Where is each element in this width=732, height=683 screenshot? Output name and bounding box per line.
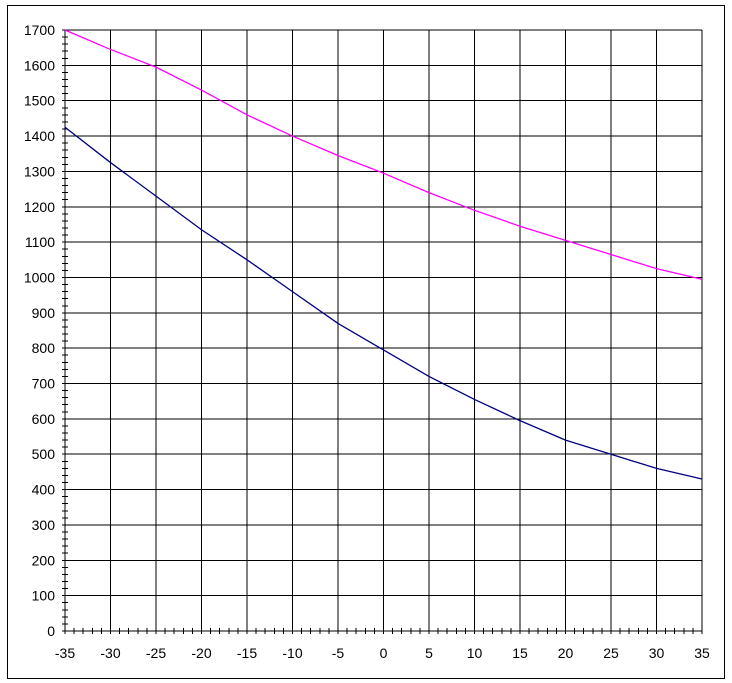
series-layer: [64, 29, 703, 480]
x-tick-label: -35: [55, 645, 75, 661]
x-tick-label: -20: [191, 645, 211, 661]
y-tick-label: 400: [32, 482, 56, 498]
y-tick-label: 700: [32, 376, 56, 392]
y-tick-label: 100: [32, 588, 56, 604]
x-tick-label: -30: [100, 645, 120, 661]
x-tick-label: -10: [282, 645, 302, 661]
y-tick-label: 200: [32, 552, 56, 568]
x-tick-label: 35: [694, 645, 710, 661]
x-tick-label: 5: [425, 645, 433, 661]
x-tick-label: 15: [512, 645, 528, 661]
y-tick-label: 1700: [24, 22, 55, 38]
chart-frame: [7, 5, 725, 679]
y-tick-label: 1000: [24, 269, 55, 285]
y-tick-label: 1500: [24, 93, 55, 109]
y-tick-label: 1300: [24, 163, 55, 179]
y-tick-label: 800: [32, 340, 56, 356]
series-line-2: [64, 126, 703, 480]
series-line-1: [64, 29, 703, 280]
y-tick-label: 1200: [24, 199, 55, 215]
minor-ticks: [62, 29, 703, 634]
y-tick-label: 300: [32, 517, 56, 533]
x-tick-label: 30: [649, 645, 665, 661]
x-tick-label: -25: [146, 645, 166, 661]
y-tick-label: 900: [32, 305, 56, 321]
x-tick-label: 10: [467, 645, 483, 661]
x-tick-label: 0: [380, 645, 388, 661]
x-tick-label: -5: [332, 645, 345, 661]
y-tick-label: 1600: [24, 57, 55, 73]
x-tick-label: 20: [558, 645, 574, 661]
y-tick-label: 1100: [25, 234, 55, 250]
grid-lines: [64, 29, 703, 632]
y-axis-tick-labels: 0 100 200 300 400 500 600 700 800 900 1000 1100 1200…: [24, 22, 55, 639]
y-tick-label: 600: [32, 411, 56, 427]
y-tick-label: 1400: [24, 128, 55, 144]
x-axis-tick-labels: -35 -30 -25 -20 -15 -10 -5 0 5 10 15 20 25 30 35: [55, 645, 710, 661]
x-tick-label: -15: [237, 645, 257, 661]
y-tick-label: 0: [47, 623, 55, 639]
x-tick-label: 25: [603, 645, 619, 661]
y-tick-label: 500: [32, 446, 56, 462]
